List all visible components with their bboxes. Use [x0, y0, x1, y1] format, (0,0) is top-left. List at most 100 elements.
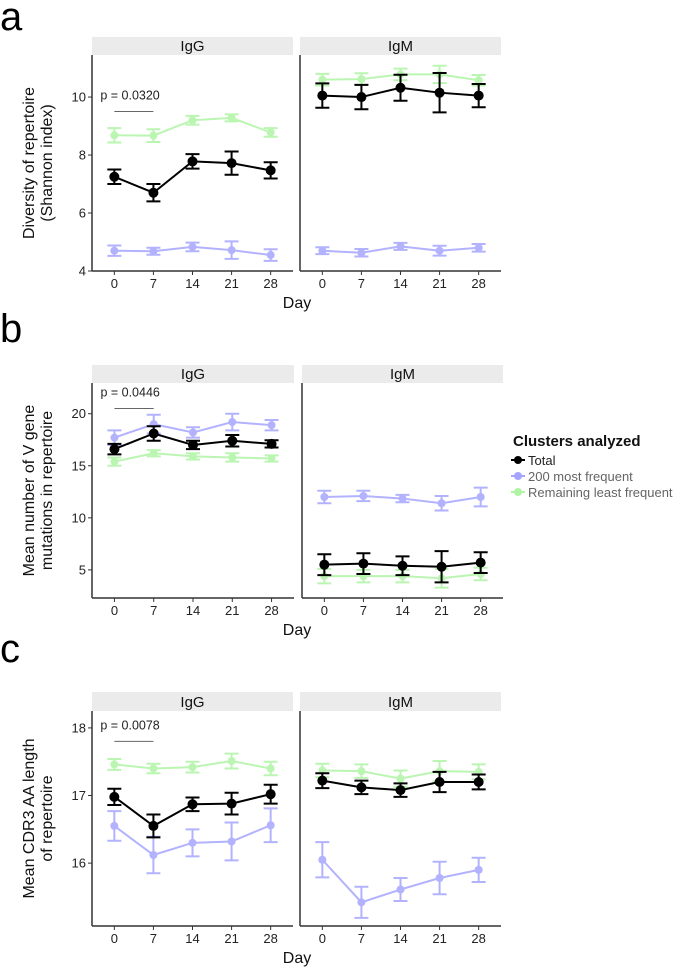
x-tick-label: 21: [432, 931, 446, 946]
x-tick-label: 21: [224, 276, 238, 291]
panel-a: a IgG 0 7 14 21 28 4 6 8 10 p = 0.0320 IgM 0 7 14 21 28 Di…: [0, 0, 501, 312]
data-point: [396, 885, 405, 894]
facet-igg: IgG 0 7 14 21 28 4 6 8 10 p = 0.0320: [72, 37, 293, 291]
legend-item: 200 most frequent: [511, 469, 633, 484]
series-remaining-least-frequent: [107, 752, 278, 777]
y-tick-label: 6: [79, 206, 86, 221]
y-tick-label: 17: [72, 788, 86, 803]
data-point: [474, 865, 483, 874]
x-tick-label: 0: [111, 603, 118, 618]
data-point: [109, 171, 120, 182]
x-tick-label: 7: [150, 931, 157, 946]
y-tick-label: 20: [72, 406, 86, 421]
legend-key-point: [514, 472, 522, 480]
data-point: [475, 557, 486, 568]
x-tick-label: 21: [224, 931, 238, 946]
panel-label: b: [0, 307, 22, 351]
data-point: [434, 776, 445, 787]
data-point: [149, 851, 158, 860]
x-tick-label: 14: [393, 276, 407, 291]
series-total: [107, 150, 278, 203]
x-tick-label: 14: [185, 931, 199, 946]
data-point: [317, 775, 328, 786]
legend-title: Clusters analyzed: [513, 433, 641, 450]
y-tick-label: 5: [79, 562, 86, 577]
data-point: [265, 789, 276, 800]
legend-item: Total: [511, 453, 556, 468]
x-tick-label: 21: [225, 603, 239, 618]
data-point: [267, 421, 276, 430]
series-200-most-frequent: [107, 240, 278, 262]
panel-label: c: [0, 627, 20, 671]
x-tick-label: 14: [395, 603, 409, 618]
data-point: [435, 873, 444, 882]
facet-igm: IgM 0 7 14 21 28: [299, 692, 501, 946]
y-axis-title-line2: mutations in repertoire: [39, 411, 56, 570]
facet-strip-label: IgG: [181, 366, 205, 383]
p-value-label: p = 0.0320: [100, 89, 159, 103]
data-point: [110, 457, 119, 466]
series-total: [107, 783, 278, 839]
x-tick-label: 7: [150, 276, 157, 291]
data-point: [396, 774, 405, 783]
data-point: [398, 494, 407, 503]
data-point: [188, 763, 197, 772]
series-total: [315, 71, 486, 114]
facet-strip-label: IgG: [180, 694, 204, 711]
data-point: [318, 246, 327, 255]
y-axis-title-line1: Mean CDR3 AA length: [21, 738, 38, 898]
panel-c: c IgG 0 7 14 21 28 16 17 18 p = 0.0078 IgM 0 7 14 21 28 M…: [0, 627, 501, 967]
x-tick-label: 14: [185, 276, 199, 291]
facet-strip: [92, 692, 293, 711]
legend-item-label: 200 most frequent: [528, 469, 633, 484]
y-axis-title-line2: (Shannon index): [39, 104, 56, 221]
data-point: [265, 165, 276, 176]
x-tick-label: 14: [186, 603, 200, 618]
series-remaining-least-frequent: [107, 449, 279, 467]
series-total: [107, 425, 279, 456]
legend-item-label: Remaining least frequent: [528, 485, 673, 500]
data-point: [227, 435, 238, 446]
data-point: [395, 785, 406, 796]
data-point: [110, 246, 119, 255]
x-tick-label: 7: [360, 603, 367, 618]
x-tick-label: 21: [432, 276, 446, 291]
x-tick-label: 7: [150, 603, 157, 618]
x-tick-label: 28: [471, 931, 485, 946]
legend-item-label: Total: [528, 453, 556, 468]
data-point: [228, 418, 237, 427]
x-tick-label: 28: [264, 603, 278, 618]
data-point: [149, 764, 158, 773]
x-tick-label: 0: [111, 931, 118, 946]
data-point: [227, 246, 236, 255]
data-point: [227, 837, 236, 846]
data-point: [109, 791, 120, 802]
x-tick-label: 21: [434, 603, 448, 618]
x-tick-label: 14: [393, 931, 407, 946]
data-point: [473, 90, 484, 101]
data-point: [317, 90, 328, 101]
data-point: [358, 558, 369, 569]
data-point: [149, 449, 158, 458]
data-point: [188, 116, 197, 125]
data-point: [436, 561, 447, 572]
series-200-most-frequent: [315, 841, 486, 919]
series-200-most-frequent: [107, 807, 278, 875]
x-tick-label: 28: [471, 276, 485, 291]
data-point: [396, 242, 405, 251]
data-point: [356, 782, 367, 793]
facet-strip: [300, 37, 501, 55]
data-point: [357, 898, 366, 907]
series-remaining-least-frequent: [107, 113, 278, 144]
x-tick-label: 28: [263, 276, 277, 291]
x-axis-title: Day: [283, 950, 311, 967]
data-point: [266, 251, 275, 260]
x-tick-label: 0: [321, 603, 328, 618]
data-point: [397, 560, 408, 571]
y-tick-label: 16: [72, 856, 86, 871]
data-point: [149, 131, 158, 140]
facet-strip-label: IgM: [388, 694, 413, 711]
x-axis-title: Day: [283, 622, 311, 639]
data-point: [267, 454, 276, 463]
series-200-most-frequent: [317, 486, 488, 512]
